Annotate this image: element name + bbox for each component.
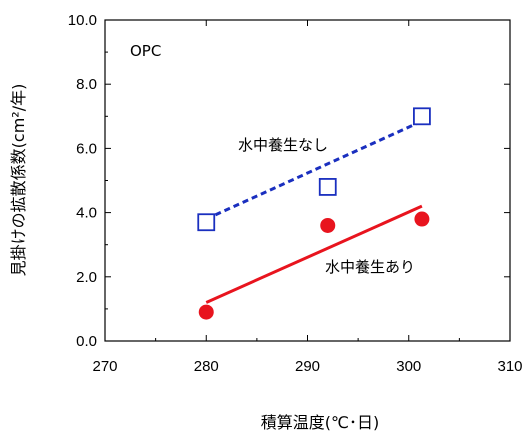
data-point xyxy=(414,211,430,227)
y-tick-label: 4.0 xyxy=(76,205,97,222)
x-tick-label: 280 xyxy=(194,358,219,375)
series-1 xyxy=(198,204,430,320)
x-axis-title: 積算温度(℃･日) xyxy=(261,413,379,432)
y-tick-label: 2.0 xyxy=(76,269,97,286)
data-point xyxy=(318,178,337,196)
data-point xyxy=(320,217,336,233)
data-point xyxy=(198,304,214,320)
series-layer xyxy=(197,107,431,320)
y-tick-label: 8.0 xyxy=(76,76,97,93)
trendline xyxy=(205,204,423,304)
series-0 xyxy=(197,107,431,232)
y-tick-label: 10.0 xyxy=(68,12,97,29)
text-layer: OPC 水中養生なし 水中養生あり 積算温度(℃･日) 見掛けの拡散係数(cm²… xyxy=(9,42,415,432)
x-tick-label: 290 xyxy=(295,358,320,375)
y-tick-label: 6.0 xyxy=(76,140,97,157)
opc-label: OPC xyxy=(130,42,161,60)
x-tick-label: 300 xyxy=(396,358,421,375)
y-tick-label: 0.0 xyxy=(76,333,97,350)
x-tick-label: 270 xyxy=(92,358,117,375)
data-point xyxy=(413,107,431,126)
series-label-water-curing: 水中養生あり xyxy=(325,258,415,276)
axes: 270 280 290 300 310 0.0 2.0 4.0 6.0 8.0 10.0 xyxy=(68,12,523,375)
data-point xyxy=(197,213,216,232)
x-tick-label: 310 xyxy=(497,358,522,375)
plot-frame xyxy=(104,19,511,342)
series-label-no-water-curing: 水中養生なし xyxy=(238,136,328,154)
y-axis-title: 見掛けの拡散係数(cm²/年) xyxy=(9,84,28,277)
